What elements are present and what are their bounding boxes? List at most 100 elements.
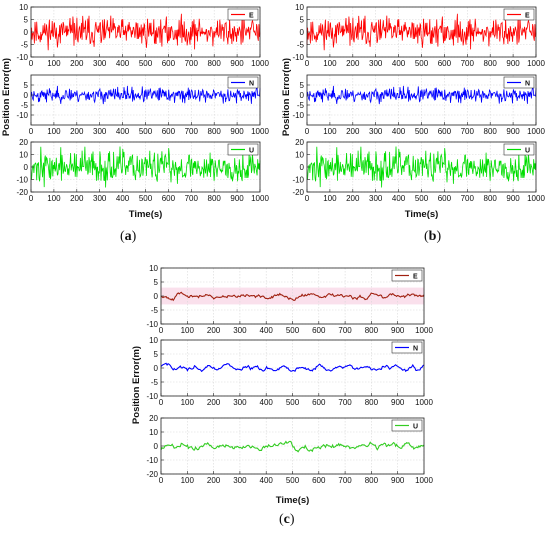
series-line-u bbox=[306, 146, 537, 188]
y-axis-title: Position Error(m) bbox=[1, 58, 12, 136]
x-tick-label: 200 bbox=[70, 194, 84, 203]
x-tick-label: 700 bbox=[185, 59, 199, 68]
y-tick-label: 0 bbox=[24, 163, 29, 172]
x-tick-label: 700 bbox=[338, 476, 352, 485]
y-tick-label: 10 bbox=[19, 3, 28, 12]
x-tick-label: 400 bbox=[260, 398, 274, 407]
x-tick-label: 800 bbox=[484, 59, 498, 68]
x-tick-label: 900 bbox=[506, 127, 520, 136]
x-tick-label: 600 bbox=[438, 127, 452, 136]
x-tick-label: 300 bbox=[233, 398, 247, 407]
y-tick-label: -20 bbox=[146, 470, 158, 479]
y-tick-label: 10 bbox=[149, 428, 158, 437]
x-tick-label: 0 bbox=[305, 59, 310, 68]
x-tick-label: 800 bbox=[365, 326, 379, 335]
y-tick-label: -20 bbox=[292, 188, 304, 197]
x-tick-label: 1000 bbox=[527, 194, 545, 203]
y-tick-label: 5 bbox=[300, 81, 305, 90]
y-tick-label: 0 bbox=[24, 91, 29, 100]
x-tick-label: 0 bbox=[159, 476, 164, 485]
y-tick-label: -5 bbox=[297, 41, 305, 50]
x-tick-label: 500 bbox=[286, 398, 300, 407]
y-tick-label: 20 bbox=[149, 414, 158, 423]
x-tick-label: 400 bbox=[392, 59, 406, 68]
y-tick-label: -10 bbox=[146, 320, 158, 329]
x-tick-label: 1000 bbox=[251, 127, 269, 136]
x-tick-label: 1000 bbox=[527, 127, 545, 136]
legend-label: N bbox=[413, 346, 418, 353]
legend-label: E bbox=[525, 13, 530, 20]
y-tick-label: 10 bbox=[149, 264, 158, 273]
series-line-u bbox=[30, 146, 261, 188]
y-tick-label: 5 bbox=[154, 278, 159, 287]
x-tick-label: 100 bbox=[47, 194, 61, 203]
x-tick-label: 100 bbox=[323, 127, 337, 136]
y-tick-label: 5 bbox=[300, 16, 305, 25]
x-tick-label: 0 bbox=[305, 127, 310, 136]
x-tick-label: 800 bbox=[484, 194, 498, 203]
x-tick-label: 200 bbox=[207, 326, 221, 335]
series-line-e bbox=[306, 13, 537, 51]
x-tick-label: 0 bbox=[29, 127, 34, 136]
x-tick-label: 0 bbox=[305, 194, 310, 203]
x-tick-label: 500 bbox=[139, 127, 153, 136]
x-tick-label: 500 bbox=[139, 59, 153, 68]
series-line-n bbox=[30, 85, 261, 105]
y-tick-label: -10 bbox=[146, 392, 158, 401]
legend-label: U bbox=[249, 148, 254, 155]
legend-label: U bbox=[525, 148, 530, 155]
x-tick-label: 600 bbox=[312, 398, 326, 407]
x-tick-label: 300 bbox=[233, 476, 247, 485]
y-tick-label: -10 bbox=[146, 456, 158, 465]
x-tick-label: 500 bbox=[415, 194, 429, 203]
x-tick-label: 700 bbox=[461, 59, 475, 68]
y-tick-label: -10 bbox=[16, 111, 28, 120]
x-tick-label: 0 bbox=[159, 326, 164, 335]
legend-label: U bbox=[413, 424, 418, 431]
y-tick-label: -10 bbox=[292, 176, 304, 185]
x-tick-label: 600 bbox=[162, 59, 176, 68]
x-tick-label: 400 bbox=[260, 326, 274, 335]
x-tick-label: 800 bbox=[365, 398, 379, 407]
y-tick-label: 0 bbox=[154, 364, 159, 373]
series-line-u bbox=[160, 440, 425, 453]
x-tick-label: 300 bbox=[369, 194, 383, 203]
x-tick-label: 700 bbox=[338, 398, 352, 407]
x-tick-label: 800 bbox=[208, 194, 222, 203]
y-tick-label: -10 bbox=[292, 111, 304, 120]
y-tick-label: -10 bbox=[292, 53, 304, 62]
x-tick-label: 400 bbox=[392, 127, 406, 136]
x-tick-label: 800 bbox=[484, 127, 498, 136]
x-axis-title: Time(s) bbox=[276, 495, 310, 506]
series-line-n bbox=[306, 85, 537, 105]
x-tick-label: 0 bbox=[29, 59, 34, 68]
x-tick-label: 200 bbox=[346, 127, 360, 136]
x-tick-label: 800 bbox=[208, 127, 222, 136]
x-tick-label: 800 bbox=[365, 476, 379, 485]
x-tick-label: 200 bbox=[207, 398, 221, 407]
y-tick-label: 10 bbox=[295, 151, 304, 160]
x-tick-label: 900 bbox=[391, 476, 405, 485]
x-tick-label: 100 bbox=[323, 59, 337, 68]
x-tick-label: 500 bbox=[415, 127, 429, 136]
y-tick-label: -5 bbox=[151, 378, 159, 387]
x-tick-label: 600 bbox=[162, 127, 176, 136]
x-tick-label: 700 bbox=[338, 326, 352, 335]
y-tick-label: 10 bbox=[295, 3, 304, 12]
x-tick-label: 700 bbox=[461, 127, 475, 136]
x-tick-label: 100 bbox=[181, 476, 195, 485]
x-tick-label: 900 bbox=[506, 194, 520, 203]
x-tick-label: 100 bbox=[181, 398, 195, 407]
x-tick-label: 500 bbox=[286, 476, 300, 485]
legend-label: N bbox=[249, 81, 254, 88]
